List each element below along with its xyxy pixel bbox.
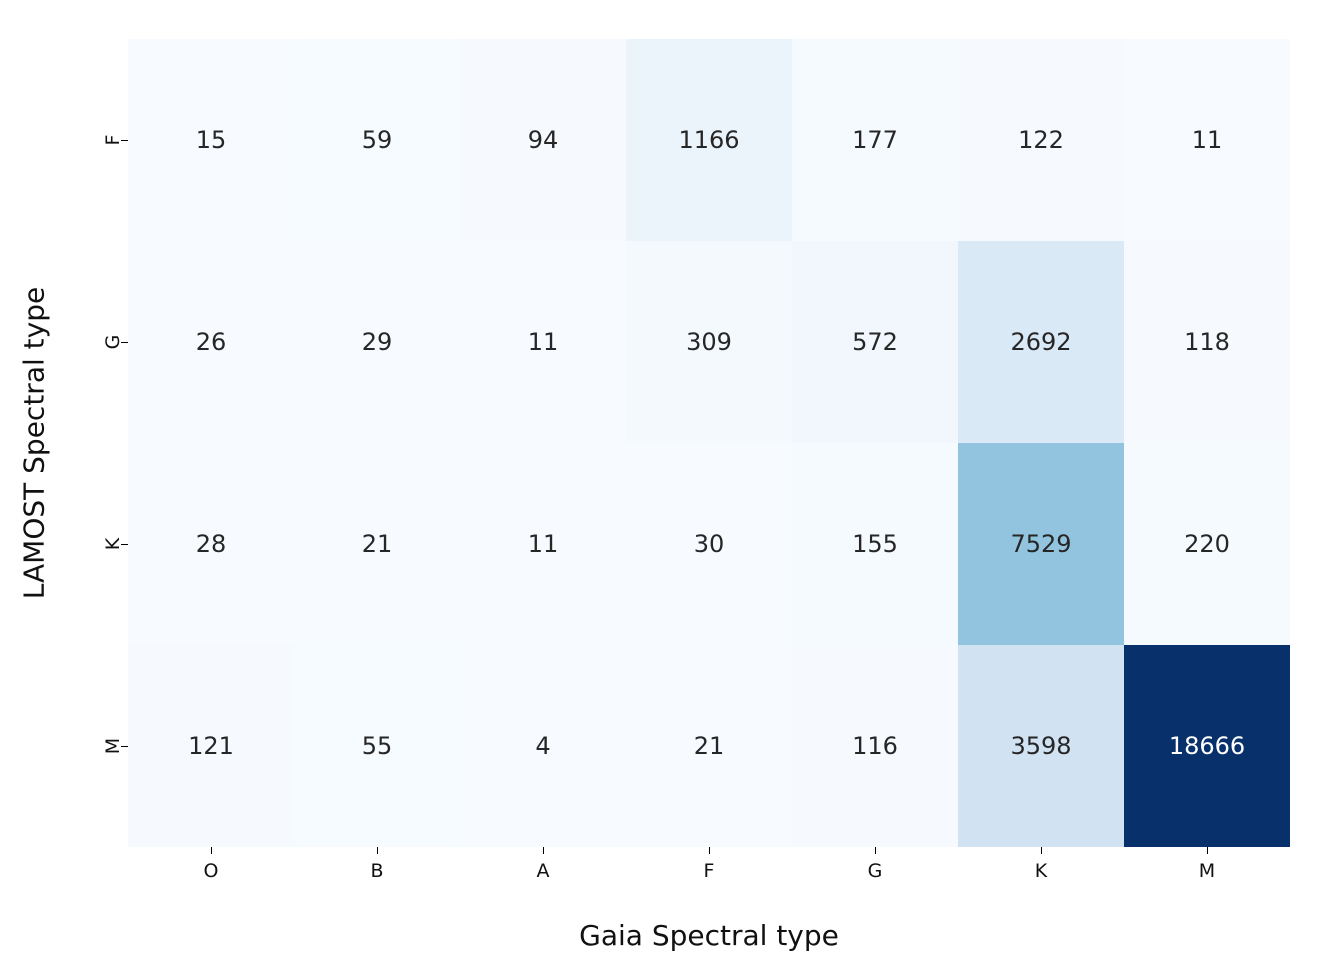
heatmap-cell-G-F: 309 <box>626 241 792 443</box>
cell-value: 21 <box>693 732 725 760</box>
heatmap-cell-M-K: 3598 <box>958 645 1124 847</box>
heatmap-cell-K-M: 220 <box>1124 443 1290 645</box>
y-tick-label-M: M <box>102 737 124 755</box>
cell-value: 15 <box>195 126 227 154</box>
heatmap-cell-K-K: 7529 <box>958 443 1124 645</box>
cell-value: 572 <box>852 328 898 356</box>
heatmap-cell-F-M: 11 <box>1124 39 1290 241</box>
cell-value: 18666 <box>1168 732 1246 760</box>
x-tick-mark <box>543 847 545 854</box>
x-tick-mark <box>709 847 711 854</box>
heatmap-cell-M-M: 18666 <box>1124 645 1290 847</box>
cell-value: 4 <box>535 732 551 760</box>
y-axis-label: LAMOST Spectral type <box>17 286 51 600</box>
cell-value: 59 <box>361 126 393 154</box>
heatmap-cell-K-F: 30 <box>626 443 792 645</box>
y-tick-mark <box>121 342 128 344</box>
y-tick-label-G: G <box>102 334 124 350</box>
cell-value: 30 <box>693 530 725 558</box>
cell-value: 2692 <box>1010 328 1072 356</box>
heatmap-cell-G-A: 11 <box>460 241 626 443</box>
x-tick-label-A: A <box>536 860 550 882</box>
cell-value: 220 <box>1184 530 1230 558</box>
heatmap-cell-M-B: 55 <box>294 645 460 847</box>
heatmap-cell-K-G: 155 <box>792 443 958 645</box>
heatmap-grid: 15 59 94 1166 177 122 11 26 29 11 309 572 2692 118 28 2… <box>128 39 1290 847</box>
y-tick-mark <box>121 544 128 546</box>
cell-value: 3598 <box>1010 732 1072 760</box>
cell-value: 11 <box>1191 126 1223 154</box>
heatmap-cell-M-F: 21 <box>626 645 792 847</box>
x-tick-label-M: M <box>1198 860 1216 882</box>
heatmap-cell-G-B: 29 <box>294 241 460 443</box>
heatmap-cell-G-K: 2692 <box>958 241 1124 443</box>
cell-value: 55 <box>361 732 393 760</box>
cell-value: 29 <box>361 328 393 356</box>
x-tick-mark <box>1207 847 1209 854</box>
cell-value: 11 <box>527 530 559 558</box>
cell-value: 122 <box>1018 126 1064 154</box>
cell-value: 1166 <box>678 126 740 154</box>
cell-value: 28 <box>195 530 227 558</box>
x-tick-label-F: F <box>703 860 715 882</box>
y-tick-mark <box>121 746 128 748</box>
cell-value: 309 <box>686 328 732 356</box>
y-tick-mark <box>121 140 128 142</box>
x-tick-label-G: G <box>867 860 883 882</box>
y-tick-label-F: F <box>102 134 124 146</box>
heatmap-cell-K-A: 11 <box>460 443 626 645</box>
cell-value: 26 <box>195 328 227 356</box>
heatmap-cell-F-G: 177 <box>792 39 958 241</box>
cell-value: 116 <box>852 732 898 760</box>
x-tick-mark <box>211 847 213 854</box>
heatmap-cell-F-K: 122 <box>958 39 1124 241</box>
cell-value: 7529 <box>1010 530 1072 558</box>
heatmap-cell-G-M: 118 <box>1124 241 1290 443</box>
heatmap-cell-F-O: 15 <box>128 39 294 241</box>
cell-value: 94 <box>527 126 559 154</box>
y-tick-label-K: K <box>102 537 124 551</box>
heatmap-cell-G-G: 572 <box>792 241 958 443</box>
cell-value: 177 <box>852 126 898 154</box>
heatmap-cell-F-A: 94 <box>460 39 626 241</box>
heatmap-cell-M-O: 121 <box>128 645 294 847</box>
x-tick-label-B: B <box>370 860 384 882</box>
heatmap-cell-G-O: 26 <box>128 241 294 443</box>
heatmap-cell-F-F: 1166 <box>626 39 792 241</box>
heatmap-cell-K-O: 28 <box>128 443 294 645</box>
x-tick-mark <box>875 847 877 854</box>
heatmap-cell-F-B: 59 <box>294 39 460 241</box>
cell-value: 155 <box>852 530 898 558</box>
heatmap-cell-M-G: 116 <box>792 645 958 847</box>
x-tick-label-K: K <box>1034 860 1048 882</box>
cell-value: 11 <box>527 328 559 356</box>
x-tick-mark <box>1041 847 1043 854</box>
x-tick-label-O: O <box>203 860 219 882</box>
cell-value: 118 <box>1184 328 1230 356</box>
cell-value: 21 <box>361 530 393 558</box>
cell-value: 121 <box>188 732 234 760</box>
heatmap-cell-M-A: 4 <box>460 645 626 847</box>
x-axis-label: Gaia Spectral type <box>579 919 839 952</box>
x-tick-mark <box>377 847 379 854</box>
heatmap-cell-K-B: 21 <box>294 443 460 645</box>
